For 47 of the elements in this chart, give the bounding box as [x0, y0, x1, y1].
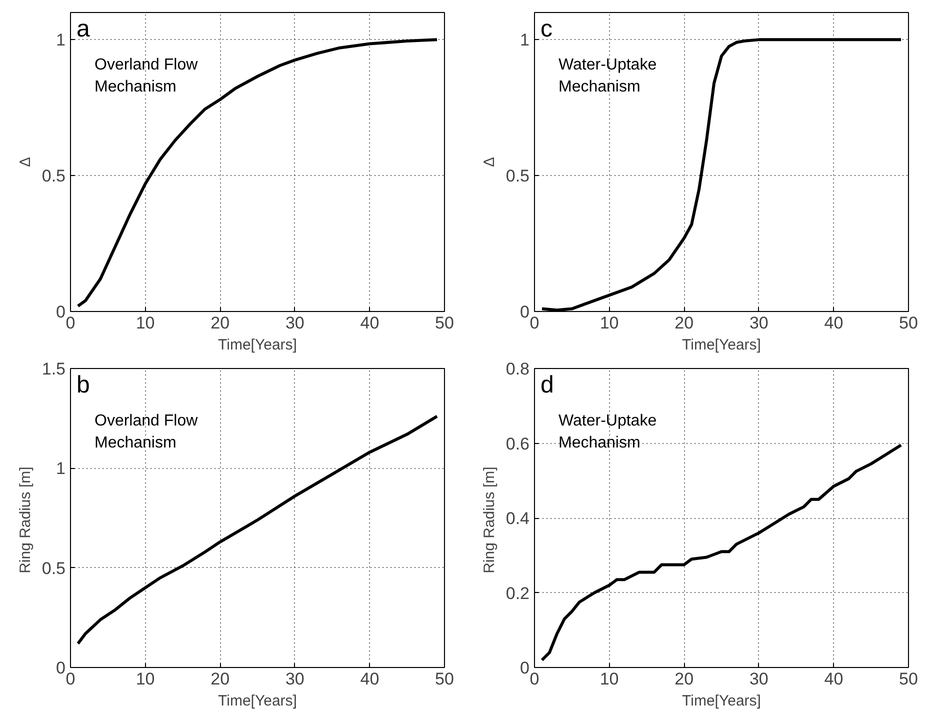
x-tick-label: 40 — [360, 314, 380, 332]
y-tick-label: 0.4 — [506, 509, 530, 528]
annotation: Overland Flow Mechanism — [94, 56, 198, 96]
x-tick-label: 20 — [674, 670, 694, 688]
x-tick-label: 10 — [136, 314, 155, 332]
x-tick-label: 40 — [360, 670, 380, 688]
y-tick-label: 0.5 — [506, 166, 530, 186]
annotation: b — [76, 372, 90, 398]
x-tick-label: 10 — [600, 314, 619, 332]
x-tick-label: 20 — [210, 670, 230, 688]
y-tick-label: 1 — [56, 30, 66, 50]
annotation: c — [540, 16, 552, 42]
annotation: d — [540, 372, 554, 398]
y-tick-label: 0.5 — [42, 558, 66, 578]
y-tick-label: 0.6 — [506, 434, 530, 454]
x-tick-label: 30 — [285, 670, 304, 688]
y-tick-label: 0.8 — [506, 360, 530, 378]
y-axis-title: Ring Radius [m] — [16, 466, 34, 574]
annotation: Overland Flow Mechanism — [94, 412, 198, 452]
x-axis-title: Time[Years] — [218, 336, 297, 354]
x-tick-label: 50 — [435, 670, 454, 688]
annotation: Water-Uptake Mechanism — [558, 56, 657, 96]
x-tick-label: 30 — [749, 670, 768, 688]
x-tick-label: 50 — [435, 314, 454, 332]
y-tick-label: 1 — [56, 459, 66, 478]
y-axis-title: Ring Radius [m] — [480, 466, 498, 574]
y-axis-title: Δ — [480, 156, 498, 168]
y-tick-label: 0.2 — [506, 584, 530, 603]
x-tick-label: 20 — [674, 314, 694, 332]
x-tick-label: 40 — [824, 670, 844, 688]
x-tick-label: 30 — [285, 314, 304, 332]
x-axis-title: Time[Years] — [218, 692, 297, 710]
annotation: Water-Uptake Mechanism — [558, 412, 657, 452]
x-tick-label: 20 — [210, 314, 230, 332]
x-tick-label: 50 — [899, 670, 918, 688]
y-tick-label: 0.5 — [42, 166, 66, 186]
y-tick-label: 1.5 — [42, 360, 66, 378]
annotation: a — [76, 16, 90, 42]
x-axis-title: Time[Years] — [682, 336, 761, 354]
y-tick-label: 1 — [520, 30, 530, 50]
x-axis-title: Time[Years] — [682, 692, 761, 710]
x-tick-label: 40 — [824, 314, 844, 332]
x-tick-label: 30 — [749, 314, 768, 332]
y-axis-title: Δ — [16, 156, 34, 168]
x-tick-label: 10 — [600, 670, 619, 688]
x-tick-label: 10 — [136, 670, 155, 688]
x-tick-label: 50 — [899, 314, 918, 332]
